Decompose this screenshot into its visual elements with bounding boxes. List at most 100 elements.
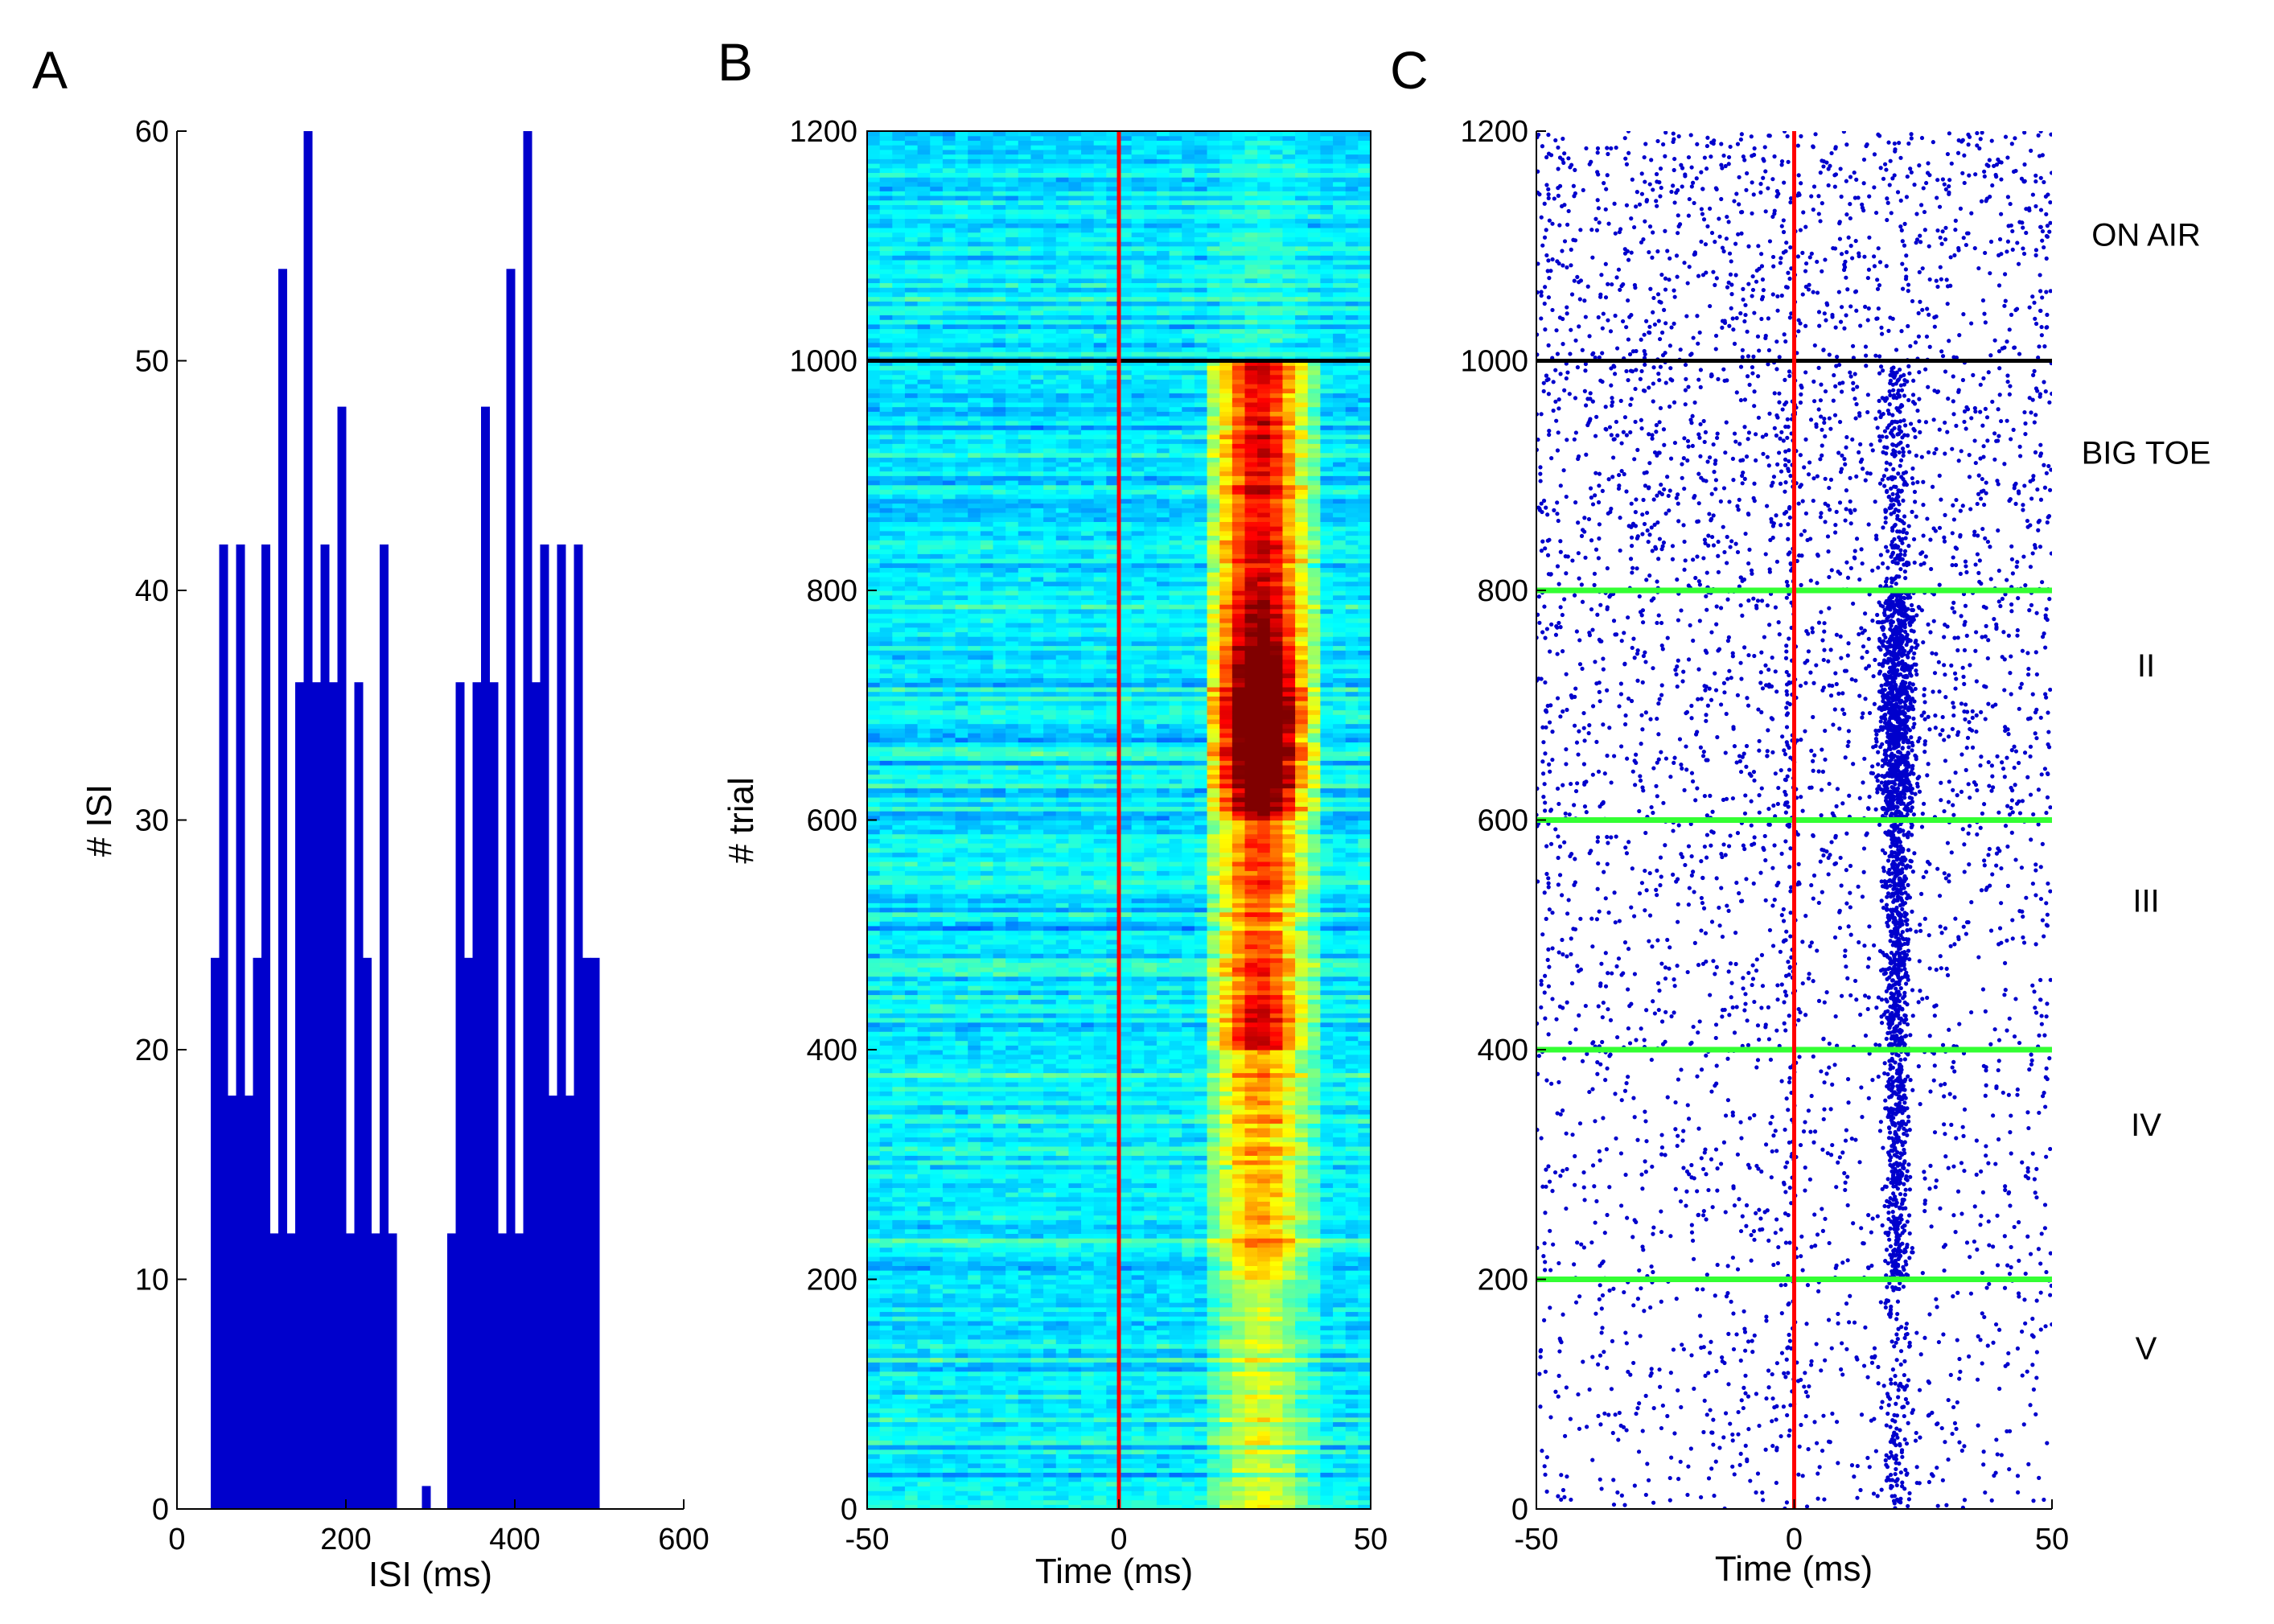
heatmap-cell: [917, 1384, 931, 1391]
heatmap-cell: [1257, 1192, 1271, 1198]
heatmap-cell: [1030, 1035, 1044, 1042]
heatmap-cell: [1131, 976, 1145, 981]
heatmap-cell: [1257, 1408, 1271, 1413]
heatmap-cell: [1282, 948, 1296, 954]
heatmap-cell: [1257, 1481, 1271, 1487]
heatmap-cell: [930, 1210, 944, 1216]
heatmap-cell: [1156, 1316, 1170, 1322]
heatmap-cell: [955, 1137, 968, 1142]
heatmap-cell: [1156, 1504, 1170, 1509]
heatmap-cell: [968, 1288, 981, 1294]
heatmap-cell: [1307, 976, 1321, 981]
heatmap-cell: [1232, 1348, 1246, 1354]
heatmap-cell: [980, 1187, 994, 1193]
heatmap-cell: [1207, 999, 1220, 1005]
heatmap-cell: [1307, 957, 1321, 964]
heatmap-cell: [1119, 1109, 1133, 1115]
heatmap-cell: [930, 1206, 944, 1211]
heatmap-cell: [930, 1274, 944, 1281]
heatmap-cell: [1030, 1164, 1044, 1170]
heatmap-cell: [867, 1371, 881, 1377]
heatmap-cell: [917, 1426, 931, 1432]
heatmap-cell: [930, 1096, 944, 1101]
heatmap-cell: [1169, 1499, 1182, 1505]
heatmap-cell: [1257, 1050, 1271, 1055]
heatmap-cell: [1307, 1284, 1321, 1289]
heatmap-cell: [1182, 1435, 1195, 1441]
heatmap-cell: [1081, 1104, 1095, 1110]
heatmap-cell: [904, 1035, 919, 1042]
heatmap-cell: [1194, 1201, 1208, 1207]
heatmap-cell: [1131, 1472, 1145, 1478]
heatmap-cell: [930, 1238, 944, 1244]
heatmap-cell: [955, 989, 968, 996]
heatmap-cell: [1194, 985, 1208, 991]
heatmap-cell: [1345, 1160, 1359, 1166]
heatmap-cell: [1055, 1081, 1069, 1087]
heatmap-cell: [1043, 1348, 1057, 1354]
heatmap-cell: [1295, 1169, 1309, 1174]
heatmap-cell: [1081, 962, 1095, 968]
heatmap-cell: [1257, 1311, 1271, 1317]
heatmap-cell: [1232, 1394, 1246, 1400]
heatmap-cell: [1182, 1196, 1195, 1203]
heatmap-cell: [1055, 976, 1069, 981]
heatmap-cell: [1005, 1118, 1019, 1124]
heatmap-cell: [930, 1270, 944, 1276]
heatmap-cell: [1244, 962, 1258, 968]
heatmap-cell: [1194, 1357, 1208, 1363]
heatmap-cell: [1207, 1394, 1220, 1400]
heatmap-cell: [1169, 1338, 1182, 1345]
heatmap-cell: [1295, 1118, 1309, 1124]
heatmap-cell: [1207, 1215, 1220, 1220]
heatmap-cell: [1333, 1050, 1347, 1055]
heatmap-cell: [1131, 1196, 1145, 1203]
heatmap-cell: [930, 1067, 944, 1074]
heatmap-cell: [1257, 1265, 1271, 1271]
heatmap-cell: [1018, 1334, 1032, 1340]
heatmap-cell: [1307, 1145, 1321, 1152]
heatmap-cell: [1043, 1045, 1057, 1050]
heatmap-cell: [1282, 985, 1296, 991]
heatmap-cell: [1358, 1215, 1371, 1220]
heatmap-cell: [1043, 1067, 1057, 1074]
heatmap-cell: [1169, 1375, 1182, 1381]
heatmap-cell: [1207, 1063, 1220, 1069]
heatmap-cell: [980, 1435, 994, 1441]
heatmap-cell: [1307, 1260, 1321, 1266]
heatmap-cell: [1182, 1063, 1195, 1069]
heatmap-cell: [1194, 1343, 1208, 1349]
heatmap-cell: [1106, 1426, 1120, 1432]
heatmap-cell: [1194, 1086, 1208, 1092]
heatmap-cell: [1093, 1050, 1107, 1055]
heatmap-cell: [1068, 1458, 1082, 1464]
heatmap-cell: [1156, 1265, 1170, 1271]
heatmap-cell: [1307, 1343, 1321, 1349]
heatmap-cell: [1219, 1100, 1233, 1106]
heatmap-cell: [1345, 1174, 1359, 1179]
heatmap-cell: [980, 1408, 994, 1413]
heatmap-cell: [1119, 971, 1133, 977]
heatmap-cell: [1295, 1265, 1309, 1271]
heatmap-cell: [1093, 1008, 1107, 1013]
heatmap-cell: [879, 1284, 893, 1289]
heatmap-cell: [1333, 1490, 1347, 1496]
heatmap-cell: [1131, 1164, 1145, 1170]
heatmap-cell: [1093, 1206, 1107, 1211]
heatmap-cell: [1282, 1067, 1296, 1074]
heatmap-cell: [1106, 1494, 1120, 1501]
heatmap-cell: [1182, 1499, 1195, 1505]
heatmap-cell: [867, 1348, 881, 1354]
heatmap-cell: [917, 1408, 931, 1413]
heatmap-cell: [917, 1091, 931, 1096]
heatmap-cell: [1018, 1086, 1032, 1092]
heatmap-cell: [917, 953, 931, 959]
heatmap-cell: [917, 1293, 931, 1298]
heatmap-cell: [1030, 1238, 1044, 1244]
heatmap-cell: [980, 1145, 994, 1152]
heatmap-cell: [904, 1398, 919, 1404]
heatmap-cell: [942, 1394, 956, 1400]
heatmap-cell: [904, 1481, 919, 1487]
heatmap-cell: [1043, 1040, 1057, 1046]
heatmap-cell: [1358, 1150, 1371, 1156]
